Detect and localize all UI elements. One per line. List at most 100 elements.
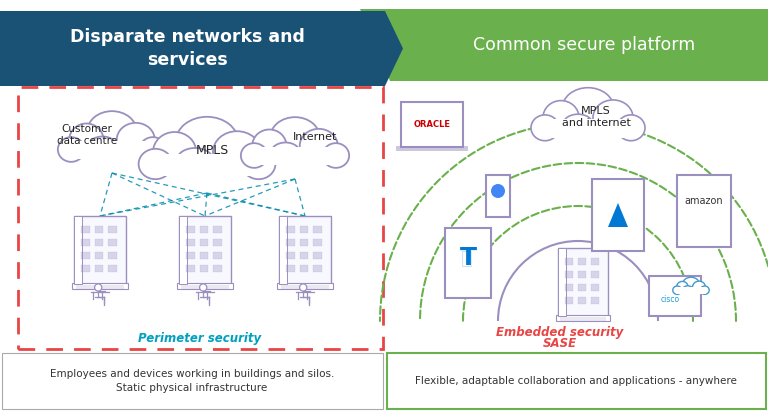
FancyBboxPatch shape <box>81 265 90 272</box>
FancyBboxPatch shape <box>286 239 295 246</box>
FancyBboxPatch shape <box>387 353 766 409</box>
Text: Customer
data centre: Customer data centre <box>57 124 117 146</box>
FancyBboxPatch shape <box>578 297 586 304</box>
Ellipse shape <box>177 148 213 172</box>
FancyBboxPatch shape <box>200 239 208 246</box>
FancyBboxPatch shape <box>214 265 222 272</box>
FancyBboxPatch shape <box>558 248 608 316</box>
FancyBboxPatch shape <box>187 252 194 259</box>
Text: T: T <box>459 246 476 270</box>
Ellipse shape <box>69 123 104 156</box>
FancyBboxPatch shape <box>94 239 103 246</box>
FancyBboxPatch shape <box>300 239 308 246</box>
FancyBboxPatch shape <box>74 216 82 284</box>
Text: MPLS: MPLS <box>195 145 229 157</box>
FancyBboxPatch shape <box>565 258 573 265</box>
Text: ⬛: ⬛ <box>461 249 473 268</box>
FancyBboxPatch shape <box>286 226 295 233</box>
FancyBboxPatch shape <box>187 226 194 233</box>
FancyBboxPatch shape <box>214 252 222 259</box>
Text: Flexible, adaptable collaboration and applications - anywhere: Flexible, adaptable collaboration and ap… <box>415 376 737 386</box>
FancyBboxPatch shape <box>300 252 308 259</box>
Ellipse shape <box>270 117 319 157</box>
FancyBboxPatch shape <box>108 226 117 233</box>
FancyBboxPatch shape <box>94 252 103 259</box>
Ellipse shape <box>213 131 261 173</box>
FancyBboxPatch shape <box>200 226 208 233</box>
Circle shape <box>491 184 505 198</box>
Ellipse shape <box>138 149 172 179</box>
FancyBboxPatch shape <box>591 271 599 278</box>
FancyBboxPatch shape <box>578 284 586 291</box>
FancyBboxPatch shape <box>281 285 329 289</box>
FancyBboxPatch shape <box>108 265 117 272</box>
Ellipse shape <box>153 132 196 172</box>
FancyBboxPatch shape <box>179 216 231 284</box>
Ellipse shape <box>300 129 338 163</box>
Ellipse shape <box>176 117 238 166</box>
FancyBboxPatch shape <box>18 87 383 349</box>
FancyBboxPatch shape <box>677 175 731 247</box>
FancyBboxPatch shape <box>486 175 510 217</box>
FancyBboxPatch shape <box>565 284 573 291</box>
FancyBboxPatch shape <box>108 239 117 246</box>
FancyBboxPatch shape <box>556 315 610 321</box>
FancyBboxPatch shape <box>200 252 208 259</box>
Text: Common secure platform: Common secure platform <box>473 36 695 54</box>
FancyBboxPatch shape <box>313 252 322 259</box>
FancyBboxPatch shape <box>94 226 103 233</box>
FancyBboxPatch shape <box>300 265 308 272</box>
Ellipse shape <box>562 88 614 130</box>
Ellipse shape <box>677 282 688 292</box>
FancyBboxPatch shape <box>76 285 124 289</box>
FancyBboxPatch shape <box>676 287 706 293</box>
FancyBboxPatch shape <box>81 226 90 233</box>
Ellipse shape <box>673 286 682 294</box>
Text: Employees and devices working in buildings and silos.
Static physical infrastruc: Employees and devices working in buildin… <box>50 369 334 393</box>
FancyBboxPatch shape <box>313 226 322 233</box>
FancyBboxPatch shape <box>2 353 383 409</box>
Ellipse shape <box>241 143 267 168</box>
FancyBboxPatch shape <box>313 239 322 246</box>
Ellipse shape <box>88 136 117 156</box>
Text: ORACLE: ORACLE <box>413 120 451 129</box>
FancyBboxPatch shape <box>277 283 333 289</box>
Text: amazon: amazon <box>685 196 723 206</box>
Ellipse shape <box>700 286 709 294</box>
Ellipse shape <box>117 123 154 157</box>
FancyBboxPatch shape <box>181 285 229 289</box>
FancyBboxPatch shape <box>94 265 103 272</box>
Polygon shape <box>360 9 768 81</box>
FancyBboxPatch shape <box>592 179 644 251</box>
FancyBboxPatch shape <box>286 252 295 259</box>
Circle shape <box>300 284 306 291</box>
FancyBboxPatch shape <box>68 141 157 159</box>
FancyBboxPatch shape <box>565 297 573 304</box>
FancyBboxPatch shape <box>541 119 635 138</box>
FancyBboxPatch shape <box>187 239 194 246</box>
FancyBboxPatch shape <box>214 239 222 246</box>
FancyBboxPatch shape <box>81 252 90 259</box>
FancyBboxPatch shape <box>108 252 117 259</box>
Ellipse shape <box>593 100 633 135</box>
Ellipse shape <box>88 111 137 151</box>
Text: MPLS
and internet: MPLS and internet <box>561 106 631 128</box>
Text: Perimeter security: Perimeter security <box>138 332 262 344</box>
FancyBboxPatch shape <box>445 228 491 298</box>
FancyBboxPatch shape <box>649 276 701 316</box>
FancyBboxPatch shape <box>72 283 128 289</box>
FancyBboxPatch shape <box>396 146 468 151</box>
FancyBboxPatch shape <box>200 265 208 272</box>
Text: Disparate networks and
services: Disparate networks and services <box>70 28 305 69</box>
Ellipse shape <box>271 143 300 162</box>
Ellipse shape <box>58 137 84 162</box>
FancyBboxPatch shape <box>558 248 565 316</box>
Polygon shape <box>0 11 403 86</box>
Circle shape <box>94 284 102 291</box>
FancyBboxPatch shape <box>578 271 586 278</box>
Ellipse shape <box>252 129 286 162</box>
FancyBboxPatch shape <box>279 216 286 284</box>
FancyBboxPatch shape <box>578 258 586 265</box>
FancyBboxPatch shape <box>313 265 322 272</box>
FancyBboxPatch shape <box>74 216 126 284</box>
